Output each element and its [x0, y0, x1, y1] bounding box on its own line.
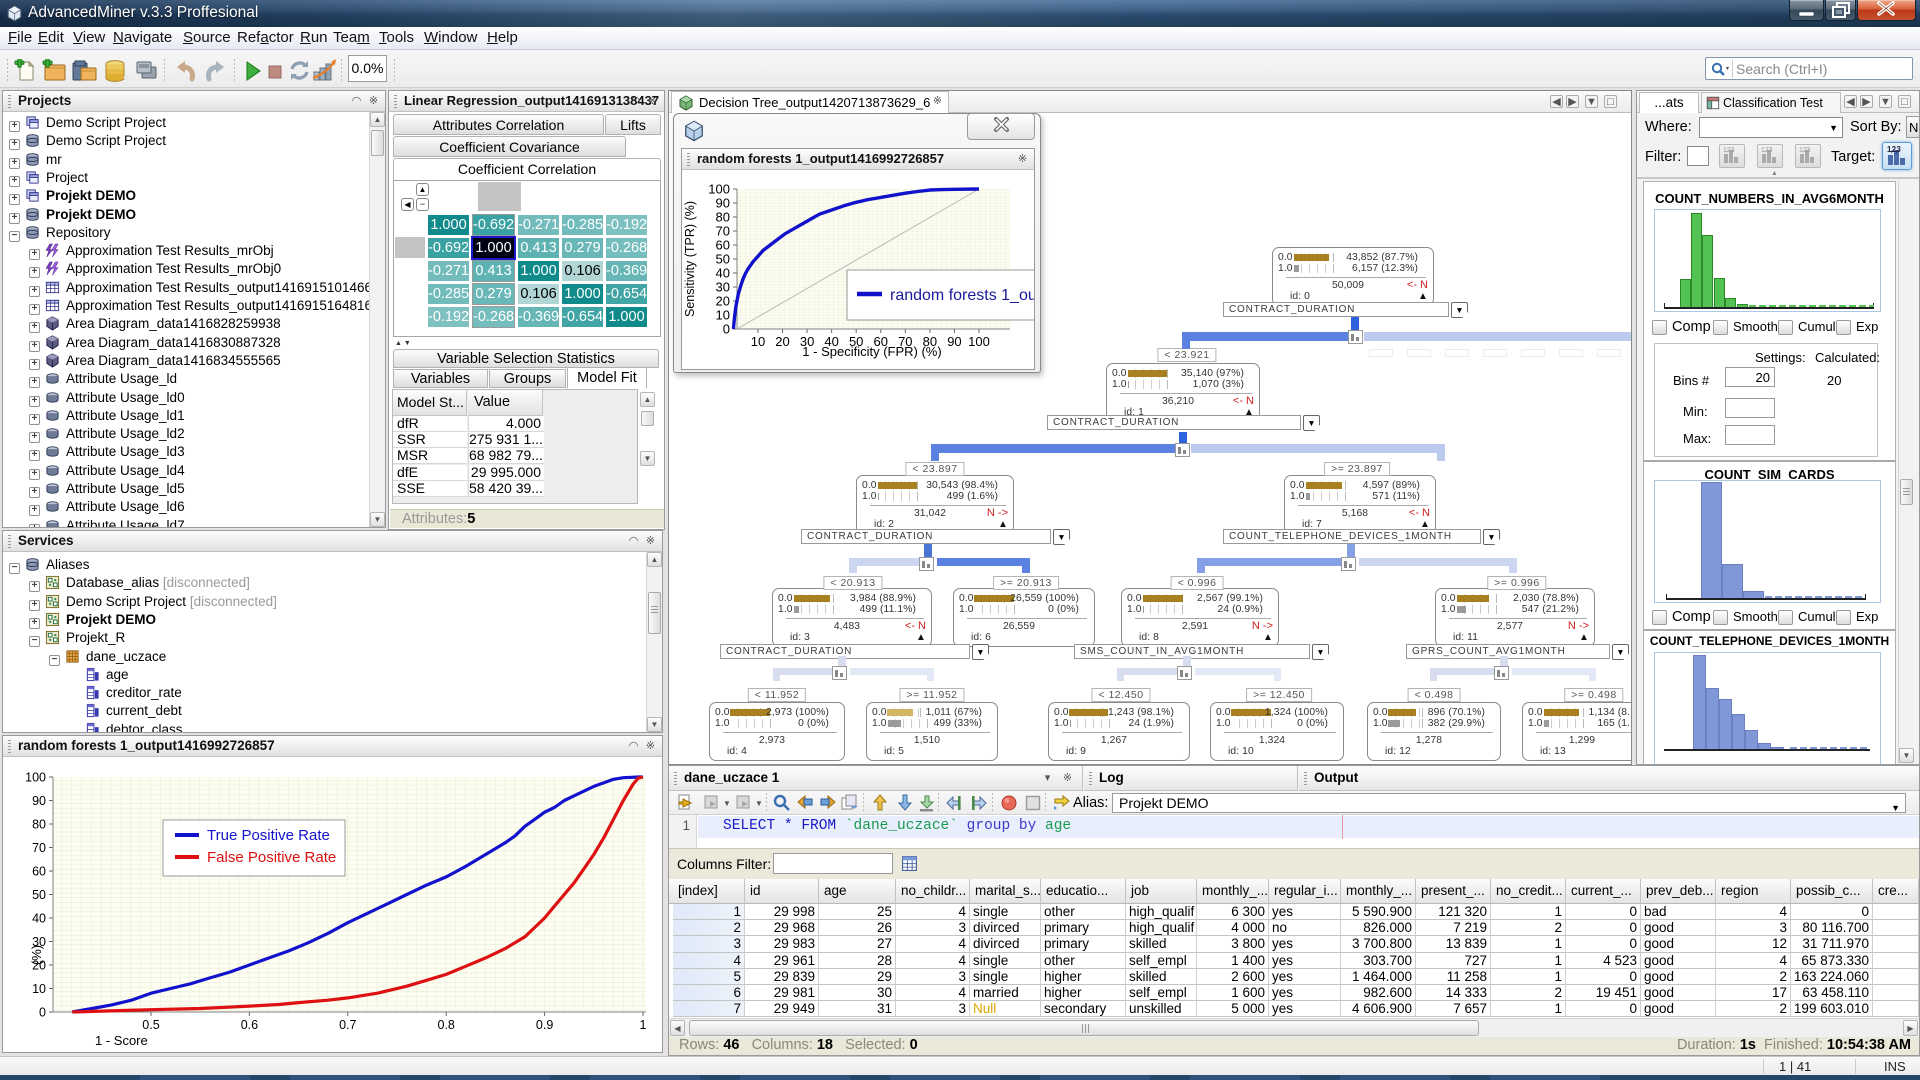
svg-text:100: 100: [708, 182, 730, 197]
svg-text:50: 50: [849, 334, 863, 349]
svg-text:0: 0: [39, 1006, 46, 1020]
svg-text:40: 40: [824, 334, 838, 349]
svg-text:40: 40: [716, 266, 730, 281]
svg-text:60: 60: [716, 238, 730, 253]
svg-text:0.8: 0.8: [438, 1018, 455, 1032]
svg-text:True Positive Rate: True Positive Rate: [207, 827, 330, 844]
svg-text:0: 0: [723, 322, 730, 337]
svg-text:20: 20: [775, 334, 789, 349]
svg-text:20: 20: [716, 294, 730, 309]
svg-text:90: 90: [947, 334, 961, 349]
svg-text:10: 10: [716, 308, 730, 323]
svg-text:90: 90: [716, 196, 730, 211]
svg-text:1: 1: [640, 1018, 647, 1032]
svg-text:80: 80: [716, 210, 730, 225]
svg-text:1 - Specificity (FPR) (%): 1 - Specificity (FPR) (%): [802, 344, 941, 359]
svg-text:10: 10: [32, 982, 46, 996]
svg-text:90: 90: [32, 794, 46, 808]
svg-text:80: 80: [923, 334, 937, 349]
svg-text:1 - Score: 1 - Score: [95, 1033, 148, 1048]
svg-text:0.9: 0.9: [536, 1018, 553, 1032]
svg-text:0.7: 0.7: [339, 1018, 356, 1032]
svg-text:70: 70: [32, 841, 46, 855]
svg-text:0.6: 0.6: [241, 1018, 258, 1032]
svg-text:Sensitivity (TPR) (%): Sensitivity (TPR) (%): [683, 201, 697, 317]
svg-text:60: 60: [32, 865, 46, 879]
svg-text:30: 30: [716, 280, 730, 295]
svg-text:(%): (%): [29, 945, 44, 965]
svg-text:20: 20: [32, 959, 46, 973]
svg-text:False Positive Rate: False Positive Rate: [207, 849, 336, 866]
svg-text:30: 30: [800, 334, 814, 349]
svg-text:random forests 1_output: random forests 1_output: [890, 287, 1034, 304]
svg-text:40: 40: [32, 912, 46, 926]
svg-text:70: 70: [716, 224, 730, 239]
svg-text:10: 10: [751, 334, 765, 349]
svg-text:70: 70: [898, 334, 912, 349]
svg-text:60: 60: [874, 334, 888, 349]
svg-text:0.5: 0.5: [142, 1018, 159, 1032]
svg-text:80: 80: [32, 818, 46, 832]
svg-text:50: 50: [716, 252, 730, 267]
svg-text:30: 30: [32, 935, 46, 949]
svg-text:100: 100: [25, 771, 46, 785]
svg-text:50: 50: [32, 888, 46, 902]
svg-text:100: 100: [968, 334, 990, 349]
